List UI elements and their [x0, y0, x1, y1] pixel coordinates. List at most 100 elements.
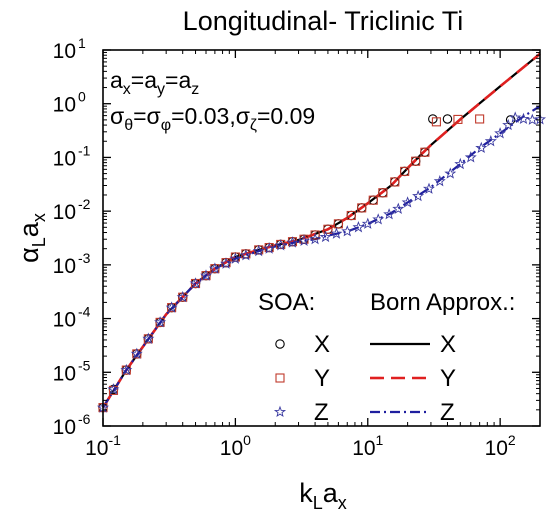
soa-point-z [361, 217, 374, 229]
soa-point-z [130, 347, 143, 359]
soa-point-y [310, 230, 320, 240]
soa-point-z [401, 196, 414, 208]
y-tick-exponent: -4 [78, 304, 91, 320]
soa-point-z [220, 257, 233, 269]
soa-point-y [357, 203, 367, 213]
soa-point-y [411, 156, 421, 166]
soa-point-z [454, 157, 467, 170]
y-tick-exponent: -2 [78, 196, 91, 212]
soa-point-z [464, 151, 477, 163]
soa-point-z [412, 189, 425, 202]
soa-point-z [200, 269, 213, 281]
soa-point-y [390, 177, 400, 187]
soa-point-z [229, 252, 242, 264]
soa-point-z [383, 208, 396, 220]
soa-point-z [433, 174, 446, 187]
y-tick-label: 10 [53, 40, 76, 63]
annotation-line-2: σθ=σφ=0.03,σζ=0.09 [110, 103, 315, 134]
soa-point-z [475, 141, 488, 154]
y-tick-label: 10 [53, 94, 76, 117]
legend-born-label-y: Y [440, 365, 456, 392]
soa-point-z [526, 113, 539, 125]
annotation: ax=ay=az σθ=σφ=0.03,σζ=0.09 [110, 67, 315, 134]
soa-point-z [107, 383, 120, 395]
soa-point-z [330, 227, 343, 239]
born-line-y [101, 52, 541, 409]
legend: SOA: Born Approx.: X Y Z X Y Z [258, 289, 515, 426]
y-tick-label: 10 [53, 147, 76, 170]
soa-point-z [309, 232, 321, 245]
soa-point-z [494, 127, 507, 139]
chart-title: Longitudinal- Triclinic Ti [183, 6, 464, 36]
soa-point-y [378, 188, 388, 198]
x-axis-label: kLax [299, 478, 347, 513]
legend-soa-title: SOA: [258, 289, 315, 316]
legend-marker-y [275, 373, 285, 383]
y-tick-label: 10 [53, 416, 76, 439]
legend-born-label-x: X [440, 331, 456, 358]
soa-point-z [444, 167, 457, 179]
soa-point-z [484, 134, 497, 147]
y-tick-label: 10 [53, 309, 76, 332]
legend-glyphs [273, 339, 430, 418]
x-tick-label: 10-1 [85, 432, 121, 460]
legend-born-label-z: Z [440, 399, 455, 426]
soa-point-z [208, 262, 221, 274]
plot-frame [102, 49, 541, 427]
soa-point-z [352, 221, 365, 233]
soa-point-z [422, 182, 435, 194]
soa-point-x [442, 114, 453, 124]
soa-point-y [368, 195, 378, 205]
soa-point-y [400, 166, 410, 176]
soa-point-z [298, 234, 311, 246]
soa-point-y [333, 219, 343, 229]
series-markers [96, 111, 547, 413]
legend-soa-label-y: Y [314, 365, 330, 392]
born-line-z [102, 105, 541, 409]
soa-point-y [453, 114, 463, 124]
soa-point-z [341, 225, 354, 237]
legend-soa-label-x: X [314, 331, 330, 358]
soa-point-z [517, 112, 530, 125]
y-tick-exponent: -1 [78, 142, 91, 158]
y-tick-label: 10 [53, 255, 76, 278]
soa-point-y [475, 114, 485, 124]
soa-point-z [319, 230, 332, 243]
soa-point-z [176, 290, 189, 303]
soa-point-z [392, 202, 405, 215]
soa-point-z [165, 301, 178, 313]
y-tick-exponent: -3 [78, 250, 91, 266]
annotation-line-1: ax=ay=az [110, 67, 199, 98]
soa-point-z [239, 249, 252, 261]
y-tick-label: 10 [53, 201, 76, 224]
soa-point-y [323, 224, 333, 234]
y-tick-exponent: -6 [78, 411, 91, 427]
soa-point-z [372, 213, 385, 225]
legend-marker-z [273, 405, 287, 418]
y-tick-exponent: 0 [78, 89, 86, 105]
y-tick-exponent: -5 [78, 357, 91, 373]
soa-point-z [286, 236, 299, 248]
soa-point-y [346, 210, 356, 221]
soa-point-y [108, 385, 119, 395]
soa-point-x [505, 115, 516, 125]
soa-point-z [274, 239, 287, 251]
soa-point-z [252, 244, 265, 257]
soa-point-z [263, 242, 276, 254]
legend-marker-x [275, 339, 285, 349]
soa-point-z [509, 111, 522, 123]
soa-point-z [502, 118, 515, 131]
x-tick-label: 102 [485, 432, 516, 460]
x-tick-label: 101 [352, 432, 383, 460]
y-axis-label: αLax [14, 213, 49, 263]
y-tick-label: 10 [53, 362, 76, 385]
soa-point-z [120, 363, 133, 376]
soa-point-z [142, 332, 155, 344]
legend-soa-label-z: Z [314, 399, 329, 426]
legend-born-title: Born Approx.: [370, 289, 515, 316]
soa-point-z [189, 277, 202, 289]
soa-point-z [154, 316, 167, 328]
soa-point-y [420, 147, 430, 157]
